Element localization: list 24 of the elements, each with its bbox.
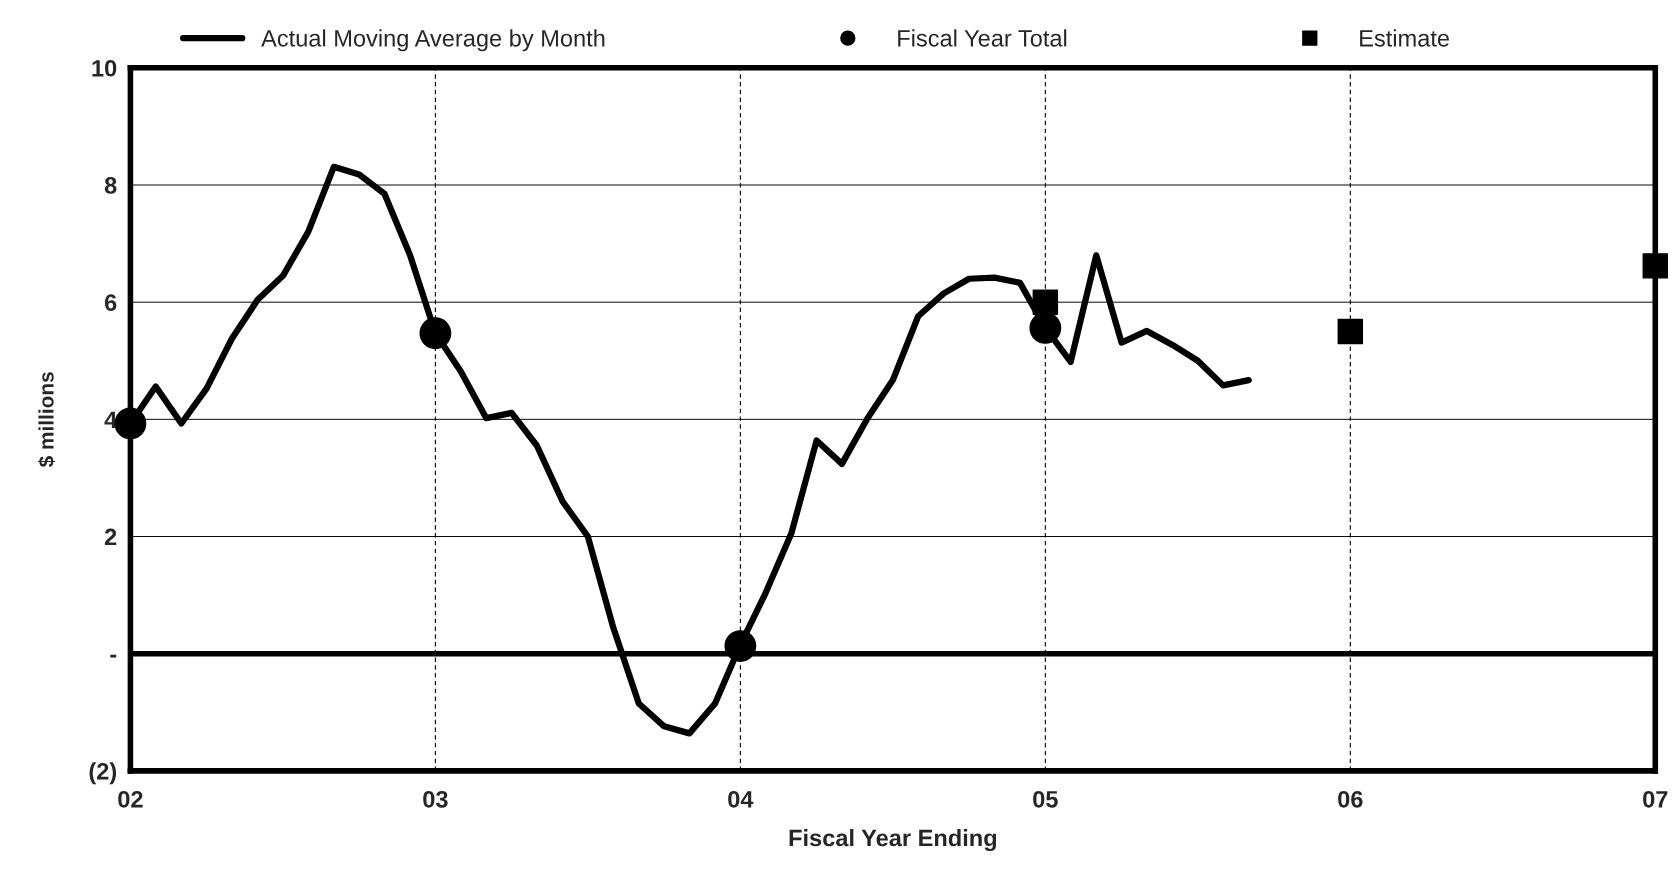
point bbox=[114, 407, 147, 440]
x-tick-label: 05 bbox=[1033, 790, 1058, 808]
y-tick-label: 6 bbox=[104, 294, 117, 311]
y-tick-label: 2 bbox=[104, 528, 117, 546]
point bbox=[419, 317, 452, 350]
y-tick-label: (2) bbox=[89, 762, 117, 785]
x-tick-label: 03 bbox=[423, 790, 448, 808]
x-tick-label: 06 bbox=[1338, 790, 1363, 808]
point bbox=[1337, 318, 1364, 345]
x-tick-label: 04 bbox=[728, 790, 754, 808]
x-tick-label: 02 bbox=[118, 790, 143, 808]
y-tick-label: 10 bbox=[92, 59, 117, 77]
point bbox=[1029, 312, 1062, 344]
y-axis-title: $ millions bbox=[38, 372, 56, 468]
point bbox=[724, 630, 757, 662]
legend-label: Actual Moving Average by Month bbox=[261, 29, 605, 52]
y-tick-label: - bbox=[110, 654, 117, 658]
x-tick-label: 07 bbox=[1643, 790, 1668, 808]
y-tick-label: 8 bbox=[104, 177, 117, 194]
legend-label: Estimate bbox=[1360, 29, 1449, 47]
point bbox=[1032, 289, 1059, 315]
point bbox=[1642, 253, 1669, 279]
x-axis-title: Fiscal Year Ending bbox=[789, 829, 997, 852]
legend-label: Fiscal Year Total bbox=[898, 29, 1067, 47]
